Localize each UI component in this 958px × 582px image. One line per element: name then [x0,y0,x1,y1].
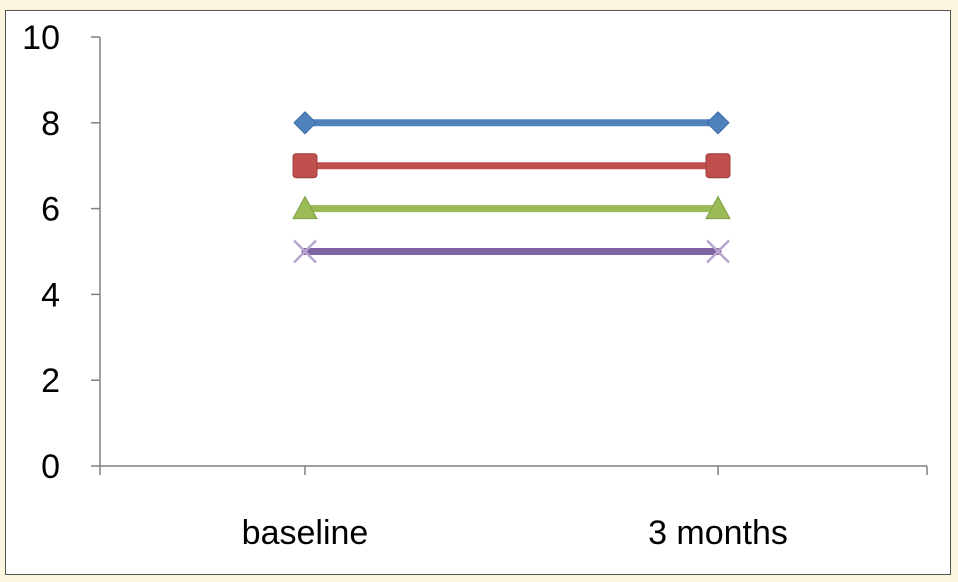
y-axis-ticks: 0 2 4 6 8 10 [22,19,100,486]
y-tick-label: 6 [41,191,60,229]
y-tick-label: 4 [41,276,60,314]
triangle-marker [292,195,318,220]
x-marker [706,239,730,264]
series-3 [292,195,731,220]
x-axis-ticks: baseline 3 months [99,466,928,552]
series-4 [293,239,730,264]
y-tick-label: 2 [41,362,60,400]
y-tick-label: 0 [41,448,60,486]
x-marker-stroke [706,239,730,264]
chart-frame [5,10,951,575]
y-tick-label: 8 [41,105,60,143]
series-1 [293,111,730,135]
y-tick-label: 10 [22,19,60,57]
chart-series [292,111,731,264]
square-marker [292,153,318,179]
triangle-marker [705,195,731,220]
x-tick-label: 3 months [648,514,788,552]
diamond-marker [706,111,730,135]
diamond-marker [293,111,317,135]
square-marker [705,153,731,179]
x-tick-label: baseline [242,514,369,552]
x-marker-stroke [293,239,317,264]
x-marker [293,239,317,264]
series-2 [292,153,731,179]
chart-axes [99,37,927,467]
